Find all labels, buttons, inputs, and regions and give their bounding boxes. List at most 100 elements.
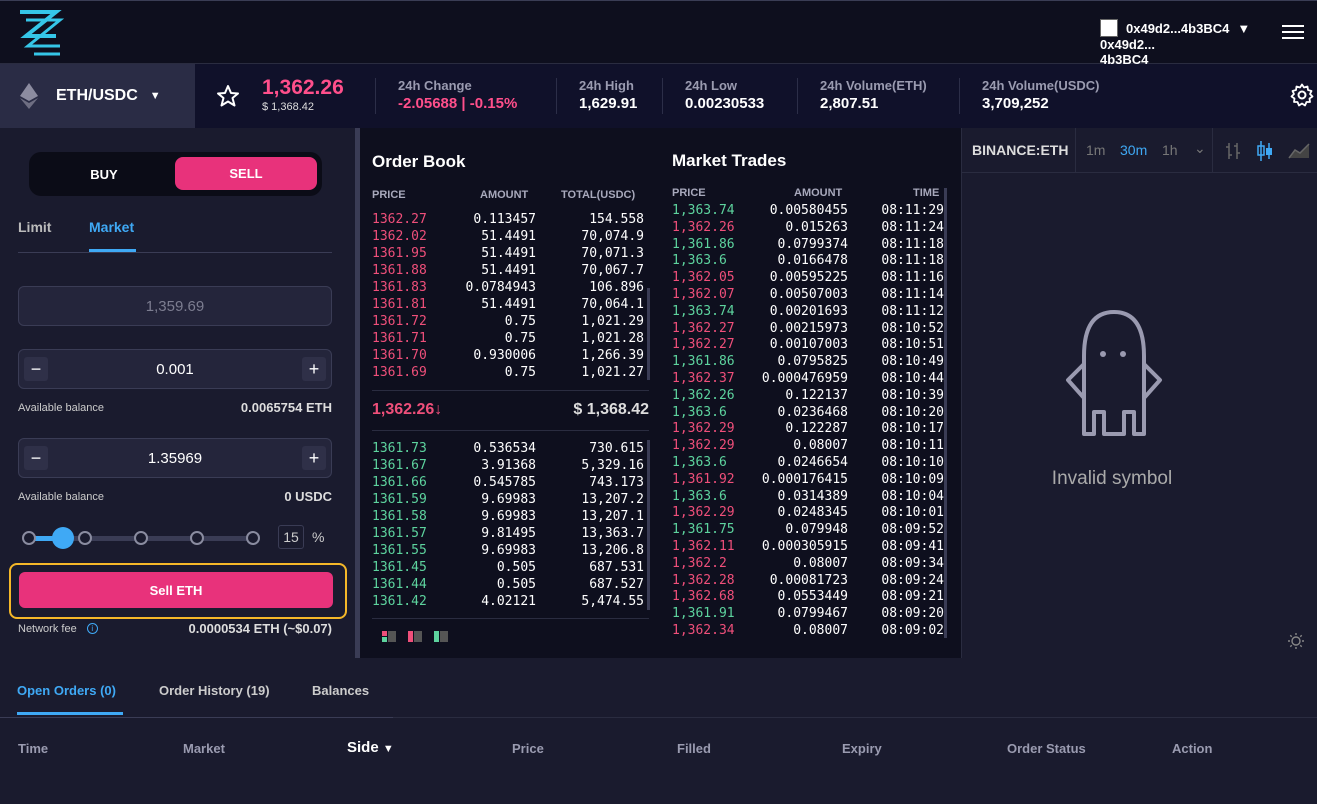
- ask-row[interactable]: 1361.70 0.930006 1,266.39: [372, 348, 646, 365]
- trade-row[interactable]: 1,362.11 0.000305915 08:09:41: [672, 539, 944, 556]
- stat-value: 0.00230533: [685, 95, 765, 112]
- trade-row[interactable]: 1,362.29 0.122287 08:10:17: [672, 421, 944, 438]
- bid-row[interactable]: 1361.55 9.69983 13,206.8: [372, 543, 646, 560]
- tab-limit[interactable]: Limit: [18, 219, 52, 235]
- bid-row[interactable]: 1361.59 9.69983 13,207.2: [372, 492, 646, 509]
- chevron-down-icon[interactable]: ⌄: [1194, 140, 1206, 156]
- price-input[interactable]: 1,359.69: [18, 286, 332, 326]
- ask-row[interactable]: 1361.83 0.0784943 106.896: [372, 280, 646, 297]
- slider-step-75[interactable]: [190, 531, 204, 545]
- view-bids-icon[interactable]: [434, 631, 448, 642]
- trade-row[interactable]: 1,362.07 0.00507003 08:11:14: [672, 287, 944, 304]
- trade-row[interactable]: 1,362.27 0.00215973 08:10:52: [672, 321, 944, 338]
- asks-scrollbar[interactable]: [647, 288, 650, 380]
- trade-row[interactable]: 1,362.27 0.00107003 08:10:51: [672, 337, 944, 354]
- trade-row[interactable]: 1,363.74 0.00201693 08:11:12: [672, 304, 944, 321]
- ask-row[interactable]: 1361.95 51.4491 70,071.3: [372, 246, 646, 263]
- slider-step-100[interactable]: [246, 531, 260, 545]
- amount-cell: 0.00215973: [769, 320, 848, 336]
- sell-tab[interactable]: SELL: [175, 157, 317, 190]
- amount-input[interactable]: − 0.001 +: [18, 349, 332, 389]
- col-side-sort[interactable]: Side ▼: [347, 739, 394, 756]
- info-icon[interactable]: i: [86, 623, 98, 634]
- trade-row[interactable]: 1,361.86 0.0795825 08:10:49: [672, 354, 944, 371]
- total-input[interactable]: − 1.35969 +: [18, 438, 332, 478]
- bid-row[interactable]: 1361.58 9.69983 13,207.1: [372, 509, 646, 526]
- price-cell: 1361.45: [372, 560, 427, 575]
- ask-row[interactable]: 1361.88 51.4491 70,067.7: [372, 263, 646, 280]
- trade-row[interactable]: 1,361.86 0.0799374 08:11:18: [672, 237, 944, 254]
- trade-row[interactable]: 1,362.2 0.08007 08:09:34: [672, 556, 944, 573]
- price-cell: 1,362.26: [672, 219, 735, 235]
- settings-gear-icon[interactable]: [1290, 83, 1314, 107]
- candlestick-icon[interactable]: [1256, 140, 1274, 162]
- percent-slider[interactable]: [18, 523, 268, 553]
- bid-row[interactable]: 1361.57 9.81495 13,363.7: [372, 526, 646, 543]
- bids-scrollbar[interactable]: [647, 440, 650, 610]
- tab-open-orders[interactable]: Open Orders (0): [17, 683, 116, 698]
- trade-row[interactable]: 1,361.92 0.000176415 08:10:09: [672, 472, 944, 489]
- bid-row[interactable]: 1361.66 0.545785 743.173: [372, 475, 646, 492]
- trade-row[interactable]: 1,363.6 0.0166478 08:11:18: [672, 253, 944, 270]
- ask-row[interactable]: 1361.69 0.75 1,021.27: [372, 365, 646, 382]
- favorite-star-icon[interactable]: [216, 84, 240, 108]
- trade-row[interactable]: 1,361.75 0.079948 08:09:52: [672, 522, 944, 539]
- trade-row[interactable]: 1,362.26 0.015263 08:11:24: [672, 220, 944, 237]
- chart-message: Invalid symbol: [1051, 468, 1173, 489]
- interval-1h[interactable]: 1h: [1162, 142, 1178, 158]
- trade-row[interactable]: 1,362.28 0.00081723 08:09:24: [672, 573, 944, 590]
- amount-decrement-button[interactable]: −: [24, 357, 48, 381]
- trade-row[interactable]: 1,362.34 0.08007 08:09:02: [672, 623, 944, 640]
- bid-row[interactable]: 1361.73 0.536534 730.615: [372, 441, 646, 458]
- logo-icon[interactable]: [16, 6, 64, 60]
- tab-balances[interactable]: Balances: [312, 683, 370, 698]
- bid-row[interactable]: 1361.45 0.505 687.531: [372, 560, 646, 577]
- slider-step-0[interactable]: [22, 531, 36, 545]
- pair-selector[interactable]: ETH/USDC ▼: [0, 64, 195, 128]
- slider-step-50[interactable]: [134, 531, 148, 545]
- trade-row[interactable]: 1,362.29 0.08007 08:10:11: [672, 438, 944, 455]
- bid-row[interactable]: 1361.67 3.91368 5,329.16: [372, 458, 646, 475]
- ask-row[interactable]: 1362.27 0.113457 154.558: [372, 212, 646, 229]
- slider-handle[interactable]: [52, 527, 74, 549]
- bid-row[interactable]: 1361.44 0.505 687.527: [372, 577, 646, 594]
- interval-1m[interactable]: 1m: [1086, 142, 1106, 158]
- tab-market[interactable]: Market: [89, 219, 135, 235]
- account-menu[interactable]: 0x49d2...4b3BC4 ▼ 0x49d2... 4b3BC4: [1100, 19, 1250, 67]
- price-cell: 1361.69: [372, 365, 427, 380]
- interval-30m[interactable]: 30m: [1120, 142, 1148, 158]
- theme-toggle-icon[interactable]: [1288, 633, 1304, 649]
- trade-row[interactable]: 1,363.6 0.0314389 08:10:04: [672, 489, 944, 506]
- time-cell: 08:10:52: [881, 320, 944, 336]
- chart-symbol[interactable]: BINANCE:ETHUSDC: [972, 142, 1068, 158]
- trades-scrollbar[interactable]: [944, 188, 947, 638]
- trade-row[interactable]: 1,361.91 0.0799467 08:09:20: [672, 606, 944, 623]
- ask-row[interactable]: 1361.71 0.75 1,021.28: [372, 331, 646, 348]
- trade-row[interactable]: 1,362.37 0.000476959 08:10:44: [672, 371, 944, 388]
- tab-order-history[interactable]: Order History (19): [159, 683, 270, 698]
- view-asks-icon[interactable]: [408, 631, 422, 642]
- ask-row[interactable]: 1361.72 0.75 1,021.29: [372, 314, 646, 331]
- view-both-icon[interactable]: [382, 631, 396, 642]
- amount-cell: 0.08007: [793, 438, 848, 454]
- sell-eth-button[interactable]: Sell ETH: [19, 572, 333, 608]
- trade-row[interactable]: 1,362.29 0.0248345 08:10:01: [672, 505, 944, 522]
- slider-step-25[interactable]: [78, 531, 92, 545]
- hamburger-menu-icon[interactable]: [1282, 25, 1304, 41]
- percent-input[interactable]: 15: [278, 525, 304, 549]
- ask-row[interactable]: 1361.81 51.4491 70,064.1: [372, 297, 646, 314]
- trade-row[interactable]: 1,362.26 0.122137 08:10:39: [672, 388, 944, 405]
- area-chart-icon[interactable]: [1288, 142, 1310, 160]
- trade-row[interactable]: 1,362.68 0.0553449 08:09:21: [672, 589, 944, 606]
- amount-increment-button[interactable]: +: [302, 357, 326, 381]
- total-decrement-button[interactable]: −: [24, 446, 48, 470]
- ask-row[interactable]: 1362.02 51.4491 70,074.9: [372, 229, 646, 246]
- total-increment-button[interactable]: +: [302, 446, 326, 470]
- trade-row[interactable]: 1,362.05 0.00595225 08:11:16: [672, 270, 944, 287]
- trade-row[interactable]: 1,363.74 0.00580455 08:11:29: [672, 203, 944, 220]
- bid-row[interactable]: 1361.42 4.02121 5,474.55: [372, 594, 646, 611]
- trade-row[interactable]: 1,363.6 0.0236468 08:10:20: [672, 405, 944, 422]
- bar-chart-icon[interactable]: [1224, 141, 1242, 161]
- buy-tab[interactable]: BUY: [90, 166, 118, 182]
- trade-row[interactable]: 1,363.6 0.0246654 08:10:10: [672, 455, 944, 472]
